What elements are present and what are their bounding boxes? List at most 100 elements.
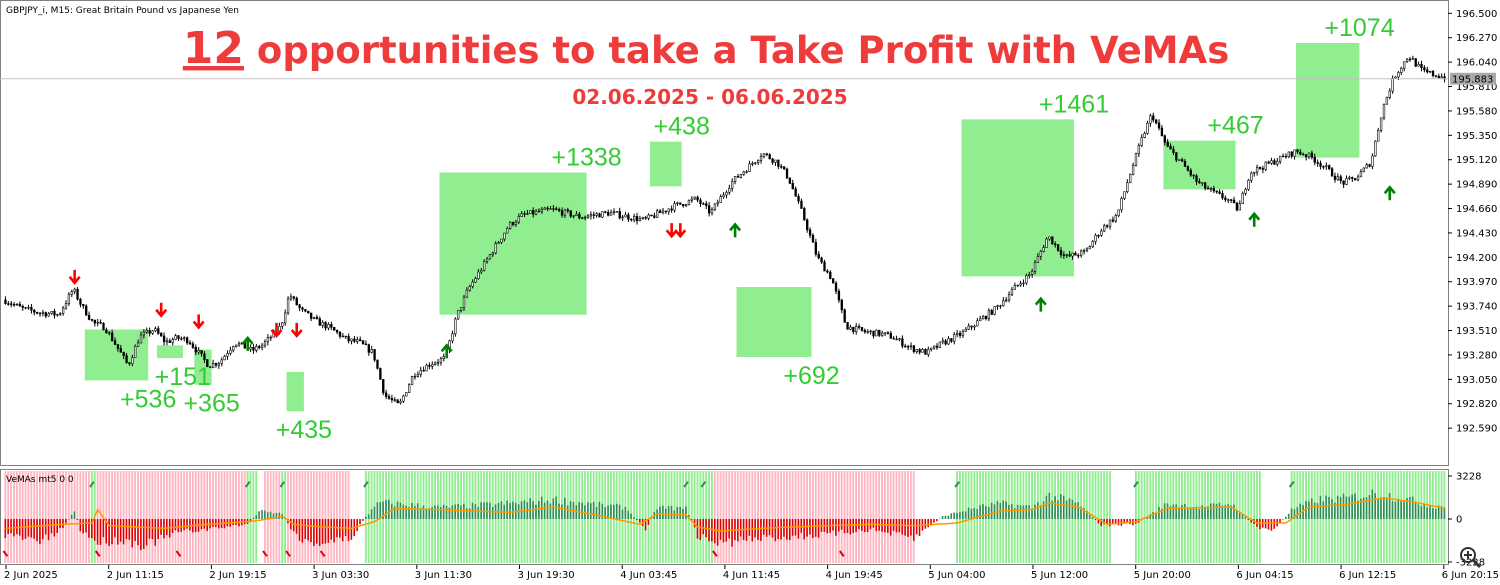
candle-body [457,309,460,320]
candle-body [27,307,30,309]
histogram-bar [41,519,44,540]
candle [889,330,892,339]
histogram-bar [901,519,904,535]
histogram-bar [428,508,431,519]
candle [1163,134,1166,146]
histogram-bar [1397,498,1400,519]
candle [206,359,209,368]
candle [739,174,743,179]
candle [428,362,431,370]
histogram-bar [16,519,18,535]
histogram-bar [915,519,918,535]
candle [67,292,71,306]
histogram-bar [667,506,670,519]
regime-bar [287,471,289,563]
headline-count: 12 [183,23,244,74]
histogram-bar [1339,497,1342,519]
candle [641,216,644,220]
histogram-bar [1146,517,1149,519]
candle [892,335,895,340]
histogram-bar [1227,504,1229,519]
regime-bar [188,471,191,563]
time-tick-label: 3 Jun 03:30 [312,570,369,581]
histogram-bar [636,519,638,521]
price-tick-label: 194.430 [1456,228,1497,239]
candle [1284,153,1288,159]
date-range: 02.06.2025 - 06.06.2025 [572,85,847,109]
candle [1045,237,1048,248]
histogram-bar [252,517,255,519]
bear-mark [319,550,326,557]
histogram-bar [840,519,843,530]
candle-body [1238,203,1241,211]
candle-body [1267,161,1270,164]
candle-body [673,203,676,211]
candle-body [1273,160,1276,165]
candle [981,314,985,320]
candle [716,199,719,207]
candle-body [408,384,411,393]
price-tick-label: 192.590 [1456,424,1497,435]
histogram-bar [993,504,996,519]
candle [650,214,653,217]
price-tick-label: 196.040 [1456,58,1497,69]
bull-mark [1133,481,1139,488]
regime-bar [15,471,18,563]
candle [520,211,523,217]
candle [1077,253,1080,259]
histogram-bar [1169,506,1172,519]
profit-box [286,371,304,412]
histogram-bar [1403,501,1405,519]
candle-body [370,349,373,353]
candle-body [1342,180,1345,185]
candle-body [843,309,846,323]
histogram-bar [506,500,508,519]
candle-body [1304,154,1308,158]
candle [405,392,408,397]
candle [915,349,918,354]
candle [765,152,768,157]
candle [304,308,307,313]
candle [194,344,197,356]
regime-bar [315,471,318,563]
candle-body [1123,191,1126,199]
regime-bar [843,471,846,563]
candle-body [938,341,942,348]
histogram-bar [990,502,993,519]
histogram-bar [189,519,191,531]
regime-bar [194,471,197,563]
candle [1209,187,1213,192]
sell-arrow-head [270,329,283,338]
candle [1074,251,1077,256]
zoom-icon[interactable] [1458,545,1482,569]
regime-bar [249,471,252,563]
candle [523,210,526,218]
regime-bar [47,471,50,563]
candle-body [292,296,296,299]
candle-body [955,332,959,335]
candle-body [102,322,105,331]
candle-body [1403,61,1406,69]
candle-body [990,310,993,315]
candle [408,383,411,394]
histogram-bar [1178,507,1180,519]
regime-bar [904,471,907,563]
candle [1105,224,1109,229]
regime-bar [638,471,641,563]
regime-bar [797,471,800,563]
candle [1238,200,1241,211]
profit-box [650,141,682,187]
candle-body [416,373,420,377]
histogram-bar [711,519,713,542]
histogram-bar [967,507,970,519]
candle-body [644,217,647,219]
histogram-bar [1221,505,1224,519]
candle-body [511,221,515,226]
candle-body [1247,179,1250,190]
candle [131,354,134,367]
histogram-bar [1126,519,1128,524]
histogram-bar [748,519,751,536]
candle-body [604,211,607,213]
candle-body [128,362,131,365]
candle-body [615,211,619,213]
